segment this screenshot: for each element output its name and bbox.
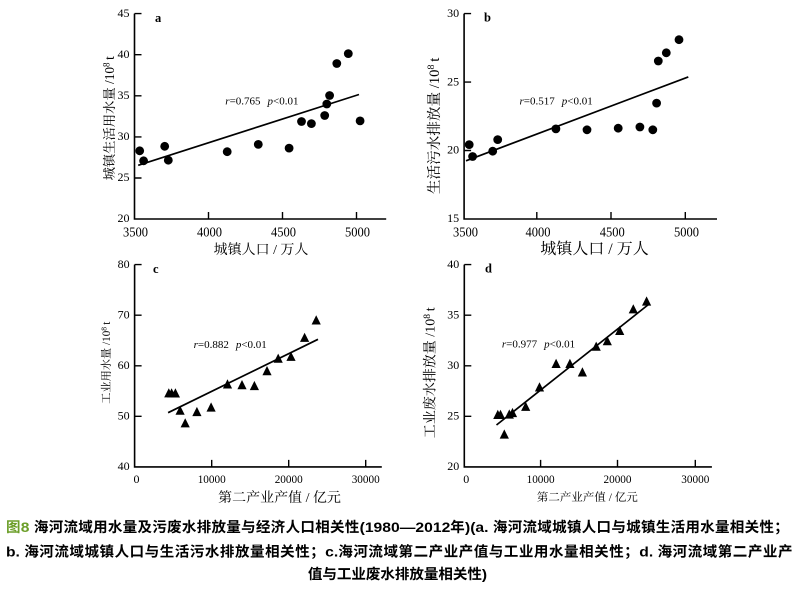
svg-text:4000: 4000 (526, 226, 551, 241)
svg-text:40: 40 (447, 257, 459, 271)
svg-text:5000: 5000 (674, 226, 699, 241)
svg-text:70: 70 (118, 307, 130, 321)
svg-text:/: / (609, 492, 613, 504)
svg-text:5000: 5000 (345, 226, 370, 241)
svg-text:50: 50 (118, 409, 130, 423)
svg-text:20000: 20000 (275, 472, 303, 486)
svg-text:20: 20 (447, 459, 459, 473)
svg-text:20: 20 (447, 143, 459, 157)
svg-text:30: 30 (447, 358, 459, 372)
svg-text:4500: 4500 (271, 226, 296, 241)
svg-text:(1980—2012: (1980—2012 (360, 519, 451, 535)
svg-text:15: 15 (447, 211, 459, 225)
svg-text:/: / (306, 491, 310, 506)
svg-text:/108t: /108t (102, 56, 117, 84)
svg-text:3500: 3500 (453, 226, 478, 241)
svg-text:80: 80 (118, 257, 130, 271)
svg-text:/: / (273, 243, 277, 258)
svg-text:4000: 4000 (197, 226, 222, 241)
svg-text:/108t: /108t (426, 58, 443, 89)
svg-text:/108t: /108t (423, 307, 439, 336)
svg-text:/108t: /108t (99, 321, 113, 345)
svg-text:8: 8 (21, 519, 30, 535)
svg-text:b.: b. (6, 544, 20, 560)
svg-text:30: 30 (447, 6, 459, 20)
svg-text:d: d (485, 262, 492, 276)
svg-text:c: c (153, 262, 159, 276)
svg-text:60: 60 (118, 358, 130, 372)
svg-text:40: 40 (118, 459, 130, 473)
svg-text:20: 20 (118, 211, 130, 225)
svg-text:4500: 4500 (600, 226, 625, 241)
svg-text:30000: 30000 (681, 472, 709, 486)
svg-text:d.: d. (639, 544, 653, 560)
svg-text:35: 35 (118, 88, 130, 102)
svg-text:a: a (155, 11, 162, 25)
svg-text:30000: 30000 (352, 472, 380, 486)
svg-text:35: 35 (447, 307, 459, 321)
svg-text:30: 30 (118, 129, 130, 143)
svg-text:25: 25 (118, 170, 130, 184)
svg-text:0: 0 (134, 472, 140, 486)
svg-text:3500: 3500 (123, 226, 148, 241)
svg-text:45: 45 (118, 6, 130, 20)
svg-text:b: b (484, 11, 491, 25)
svg-text:c.: c. (325, 544, 338, 560)
svg-text:25: 25 (447, 409, 459, 423)
svg-text:)(a.: )(a. (465, 519, 489, 535)
svg-text:20000: 20000 (604, 472, 632, 486)
svg-text:40: 40 (118, 47, 130, 61)
svg-text:0: 0 (463, 472, 469, 486)
svg-text:25: 25 (447, 74, 459, 88)
svg-text:/: / (608, 241, 613, 258)
svg-text:): ) (482, 566, 487, 582)
svg-text:10000: 10000 (527, 472, 555, 486)
svg-text:10000: 10000 (198, 472, 226, 486)
